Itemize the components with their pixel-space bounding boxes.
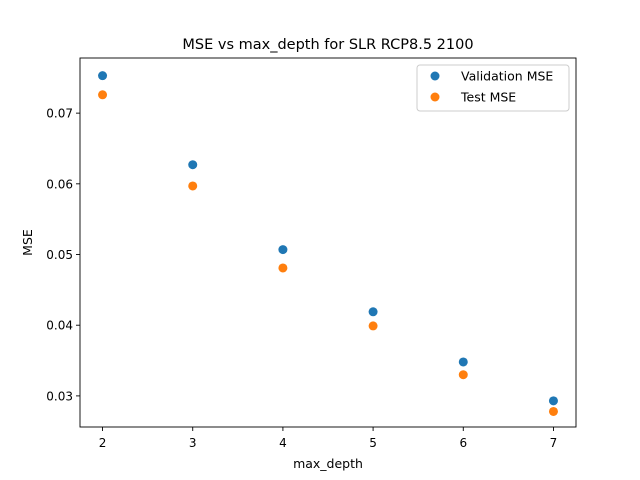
legend-marker (430, 71, 440, 81)
validation-mse-point (458, 357, 468, 367)
plot-area (79, 57, 577, 428)
y-axis-label: MSE (20, 229, 35, 256)
legend: Validation MSE Test MSE (416, 64, 570, 112)
validation-mse-point (188, 160, 198, 170)
data-points (98, 71, 558, 416)
test-mse-point (278, 263, 288, 273)
test-mse-point (458, 370, 468, 380)
y-tick-label: 0.07 (46, 107, 73, 121)
validation-mse-point (368, 307, 378, 317)
y-tick-label: 0.04 (46, 319, 73, 333)
y-tick-label: 0.06 (46, 177, 73, 191)
test-mse-point (98, 90, 108, 100)
x-axis-label: max_depth (293, 456, 363, 471)
x-tick-label: 3 (189, 436, 197, 450)
x-tick-label: 5 (369, 436, 377, 450)
y-axis: 0.03 0.04 0.05 0.06 0.07 (46, 107, 80, 403)
y-tick-label: 0.03 (46, 389, 73, 403)
test-mse-point (368, 321, 378, 331)
y-tick-label: 0.05 (46, 248, 73, 262)
x-tick-label: 4 (279, 436, 287, 450)
legend-label: Test MSE (460, 90, 516, 105)
x-tick-label: 2 (99, 436, 107, 450)
test-mse-point (548, 406, 558, 416)
legend-label: Validation MSE (461, 69, 553, 84)
legend-marker (430, 92, 440, 102)
legend-box (416, 64, 570, 112)
validation-mse-point (278, 245, 288, 255)
validation-mse-point (98, 71, 108, 81)
x-tick-label: 6 (459, 436, 467, 450)
test-mse-point (188, 181, 198, 191)
chart-title: MSE vs max_depth for SLR RCP8.5 2100 (182, 37, 473, 53)
validation-mse-point (548, 396, 558, 406)
x-axis: 2 3 4 5 6 7 (99, 427, 558, 450)
x-tick-label: 7 (550, 436, 558, 450)
